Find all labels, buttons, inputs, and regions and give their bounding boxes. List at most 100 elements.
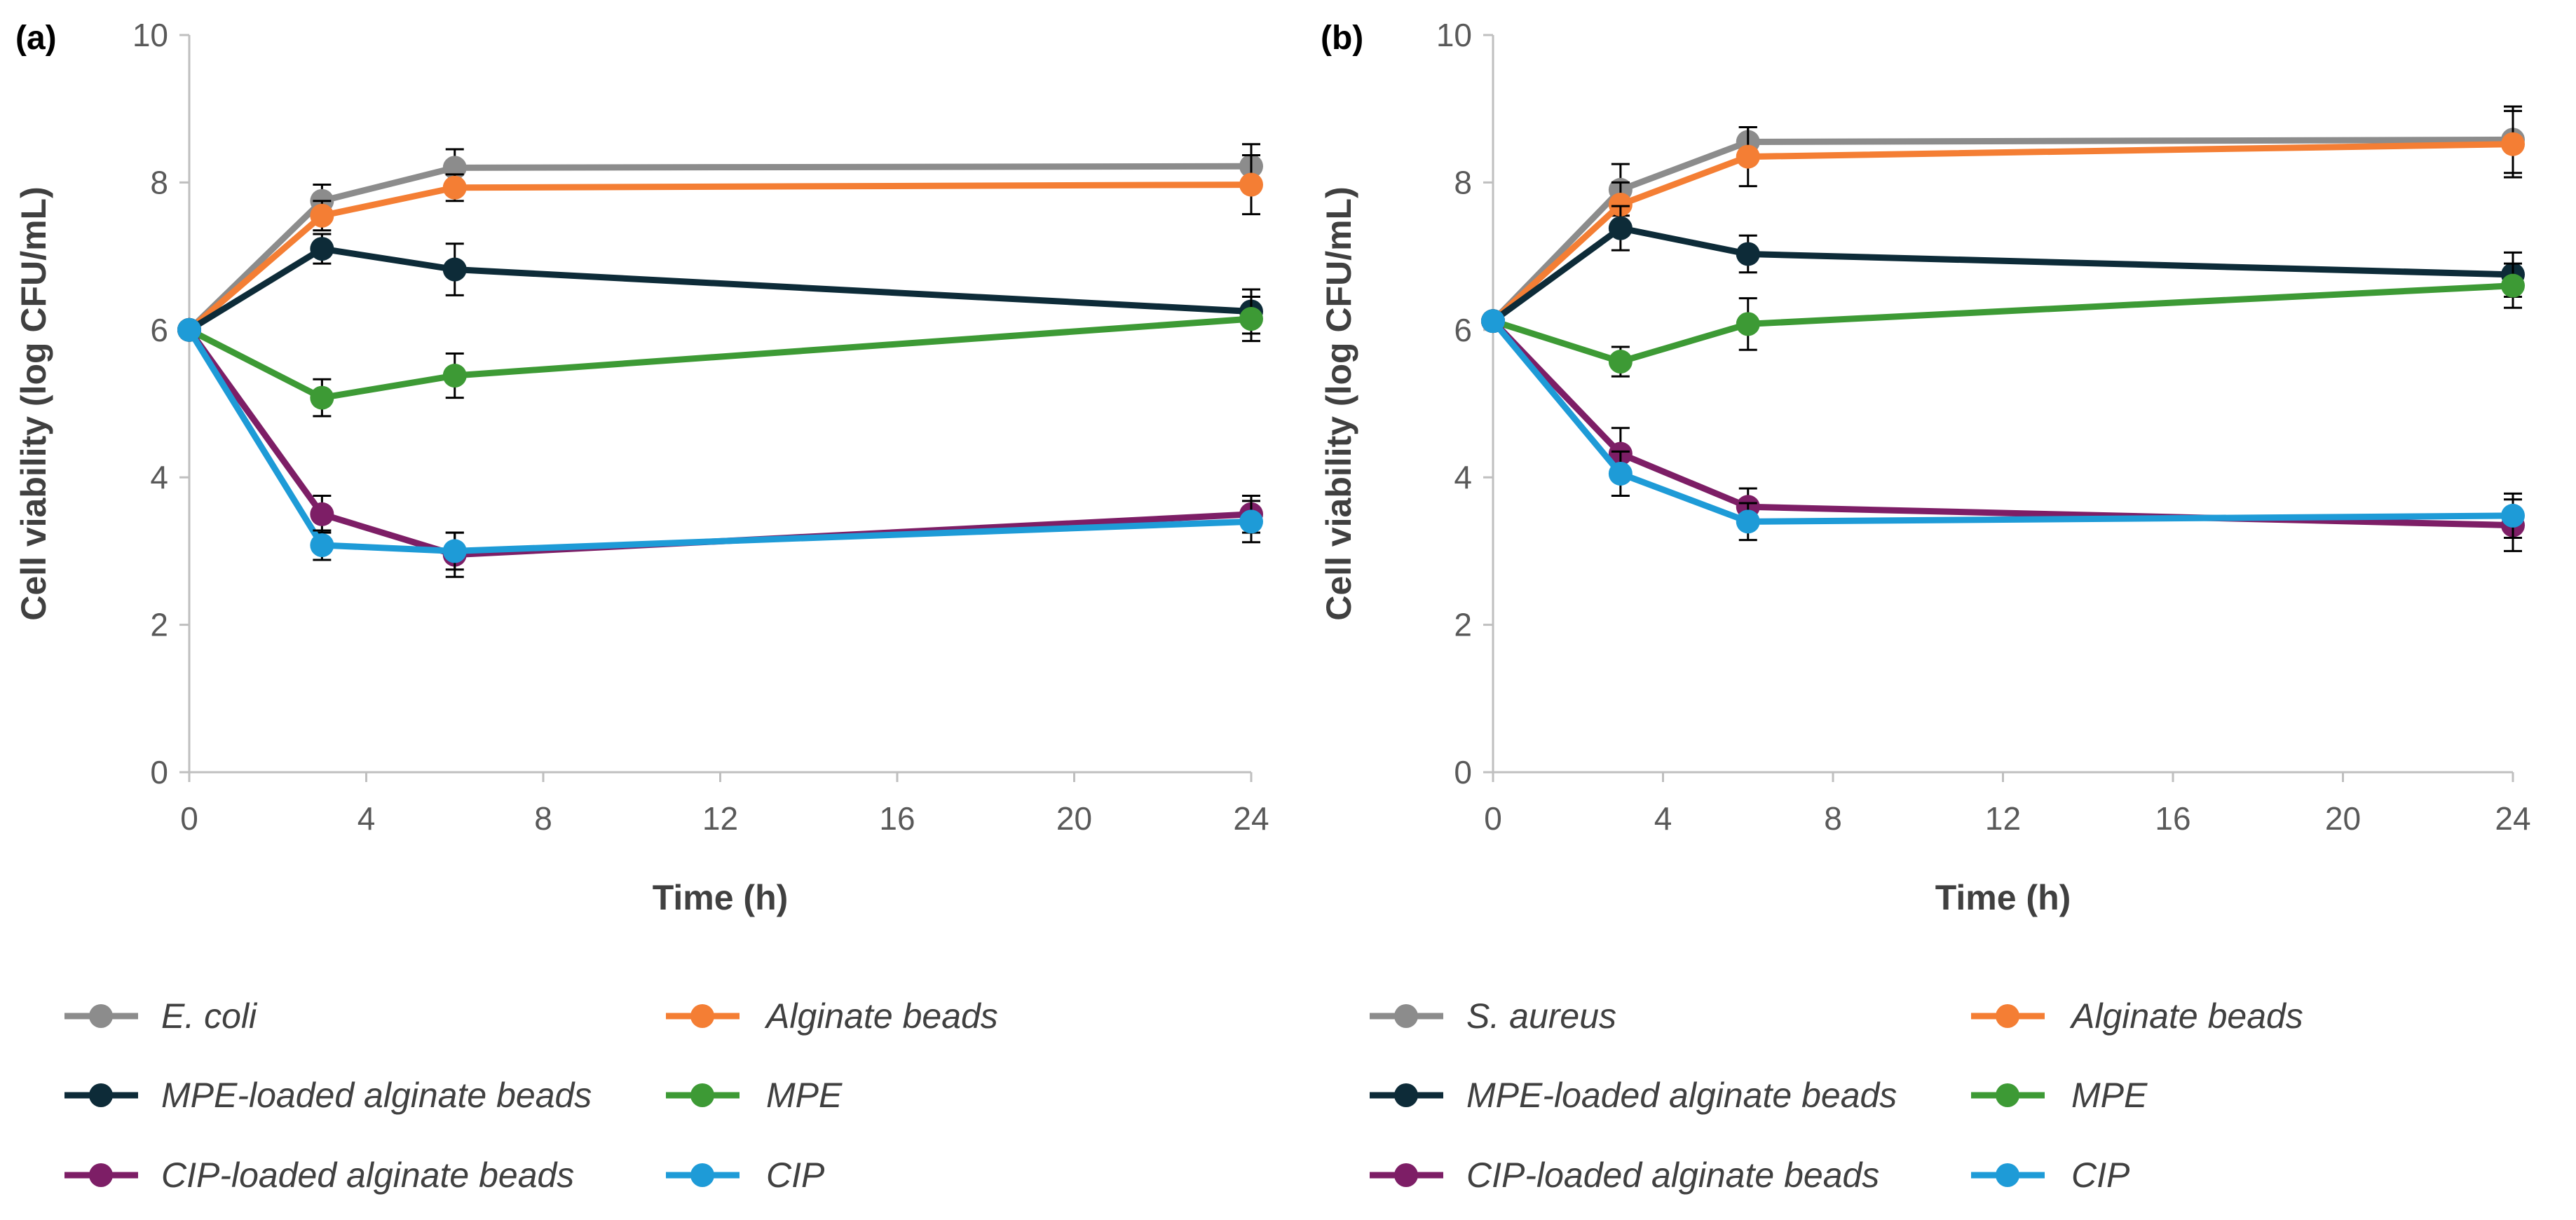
data-point [1736, 509, 1760, 534]
x-tick-label: 24 [2495, 800, 2530, 837]
series-line [1490, 141, 2514, 324]
series-alginate-beads [177, 153, 1263, 342]
series-line [186, 328, 1252, 554]
series-line [1490, 319, 2514, 525]
legend-label: E. coli [161, 996, 258, 1036]
series-line [187, 315, 1252, 402]
x-tick-label: 16 [2155, 800, 2190, 837]
series-line [1490, 136, 2514, 324]
x-tick-label: 8 [534, 800, 552, 837]
y-tick-label: 6 [150, 312, 168, 348]
data-point [310, 237, 334, 261]
x-tick-label: 24 [1233, 800, 1269, 837]
legend-swatch-marker [1996, 1004, 2019, 1028]
legend-item-cip-loaded-alginate-beads: CIP-loaded alginate beads [64, 1156, 574, 1195]
legend-label: CIP [766, 1156, 825, 1195]
y-tick-label: 8 [1454, 164, 1472, 200]
data-point [1239, 509, 1263, 534]
y-tick-label: 8 [150, 164, 168, 200]
legend-swatch-marker [89, 1004, 113, 1028]
data-point [1736, 312, 1760, 336]
legend-swatch-marker [1394, 1163, 1418, 1187]
y-tick-label: 10 [132, 17, 168, 53]
legend-swatch-marker [89, 1083, 113, 1107]
data-point [1481, 309, 1505, 334]
data-point [442, 257, 467, 282]
x-tick-label: 12 [702, 800, 738, 837]
data-point [1239, 172, 1263, 197]
data-point [1239, 307, 1263, 331]
data-point [1608, 461, 1633, 486]
x-axis-title: Time (h) [653, 878, 789, 917]
legend-swatch-marker [1996, 1163, 2019, 1187]
legend-item-mpe-loaded-alginate-beads: MPE-loaded alginate beads [1370, 1076, 1897, 1115]
legend-item-mpe: MPE [666, 1076, 843, 1115]
legend-label: S. aureus [1466, 996, 1616, 1036]
series-mpe [1481, 262, 2525, 378]
legend-swatch-marker [690, 1004, 714, 1028]
y-tick-label: 2 [150, 607, 168, 643]
y-tick-label: 10 [1436, 17, 1472, 53]
data-point [1608, 192, 1633, 217]
data-point [442, 539, 467, 563]
legend-swatch-marker [690, 1083, 714, 1107]
series-line [1491, 225, 2514, 324]
x-tick-label: 20 [1056, 800, 1092, 837]
legend-item-mpe: MPE [1971, 1076, 2148, 1115]
legend-swatch-marker [1996, 1083, 2019, 1107]
legend-swatch-marker [690, 1163, 714, 1187]
series-line [187, 181, 1252, 333]
legend-item-cip: CIP [666, 1156, 825, 1195]
x-tick-label: 12 [1985, 800, 2021, 837]
data-point [2501, 132, 2525, 156]
data-point [442, 364, 467, 388]
y-axis-title: Cell viability (log CFU/mL) [1319, 186, 1358, 620]
data-point [310, 502, 334, 526]
data-point [310, 385, 334, 410]
legend-label: Alginate beads [2069, 996, 2303, 1036]
series-line [187, 245, 1252, 333]
legend-item-cip: CIP [1971, 1156, 2130, 1195]
legend-label: CIP-loaded alginate beads [1466, 1156, 1879, 1195]
series-mpe [177, 295, 1263, 418]
y-tick-label: 2 [1454, 607, 1472, 643]
x-tick-label: 0 [180, 800, 198, 837]
series-s-aureus [1481, 105, 2525, 334]
data-point [1608, 216, 1633, 240]
data-point [1736, 144, 1760, 169]
data-point [2501, 273, 2525, 298]
data-point [2501, 503, 2525, 528]
series-mpe-loaded-alginate-beads [177, 233, 1263, 342]
y-tick-label: 0 [1454, 754, 1472, 790]
legend-swatch-marker [1394, 1004, 1418, 1028]
legend-item-alginate-beads: Alginate beads [1971, 996, 2303, 1036]
series-e-coli [177, 143, 1263, 342]
data-point [1736, 242, 1760, 266]
legend-label: CIP-loaded alginate beads [161, 1156, 574, 1195]
legend-label: MPE [766, 1076, 843, 1115]
y-tick-label: 6 [1454, 312, 1472, 348]
data-point [310, 203, 334, 228]
legend-label: MPE-loaded alginate beads [1466, 1076, 1897, 1115]
x-tick-label: 4 [1654, 800, 1672, 837]
y-tick-label: 0 [150, 754, 168, 790]
data-point [310, 533, 334, 557]
y-axis-title: Cell viability (log CFU/mL) [14, 186, 53, 620]
legend-label: MPE [2071, 1076, 2148, 1115]
x-tick-label: 16 [879, 800, 915, 837]
legend-label: Alginate beads [764, 996, 998, 1036]
legend-swatch-marker [1394, 1083, 1418, 1107]
panel-label: (a) [15, 20, 57, 57]
panel-label: (b) [1321, 20, 1363, 57]
y-tick-label: 4 [1454, 459, 1472, 495]
series-cip [177, 317, 1263, 571]
series-line [186, 163, 1252, 333]
legend-item-e-coli: E. coli [64, 996, 258, 1036]
x-tick-label: 0 [1484, 800, 1502, 837]
legend-item-cip-loaded-alginate-beads: CIP-loaded alginate beads [1370, 1156, 1879, 1195]
data-point [177, 317, 201, 342]
legend-swatch-marker [89, 1163, 113, 1187]
